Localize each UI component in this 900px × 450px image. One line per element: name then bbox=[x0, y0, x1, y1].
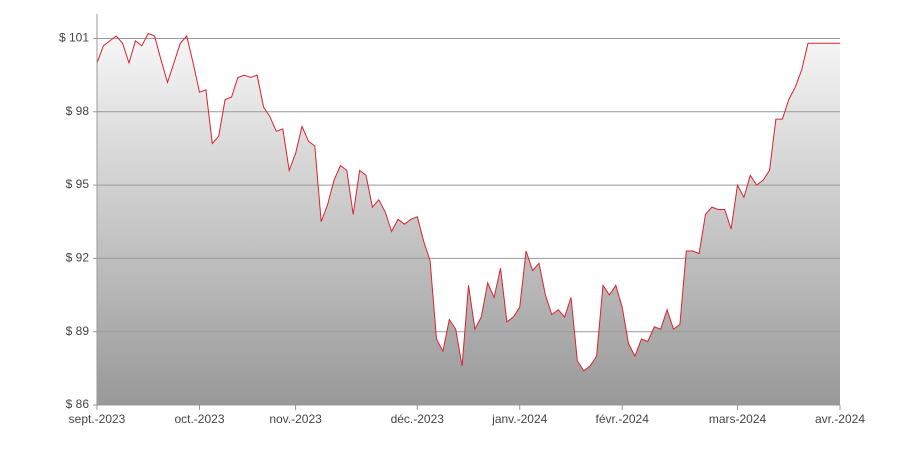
y-tick-label: $ 89 bbox=[66, 324, 90, 338]
x-tick-label: févr.-2024 bbox=[596, 412, 650, 426]
x-tick-label: nov.-2023 bbox=[269, 412, 322, 426]
x-tick-label: sept.-2023 bbox=[69, 412, 126, 426]
y-tick-label: $ 86 bbox=[66, 397, 90, 411]
y-tick-label: $ 92 bbox=[66, 251, 90, 265]
x-tick-label: avr.-2024 bbox=[815, 412, 865, 426]
area-fill bbox=[97, 33, 840, 405]
y-tick-label: $ 98 bbox=[66, 104, 90, 118]
x-tick-label: janv.-2024 bbox=[491, 412, 547, 426]
y-tick-label: $ 95 bbox=[66, 177, 90, 191]
x-tick-label: déc.-2023 bbox=[391, 412, 445, 426]
x-tick-label: mars-2024 bbox=[709, 412, 767, 426]
x-tick-label: oct.-2023 bbox=[174, 412, 224, 426]
line bbox=[96, 32, 840, 372]
y-tick-label: $ 101 bbox=[59, 31, 89, 45]
